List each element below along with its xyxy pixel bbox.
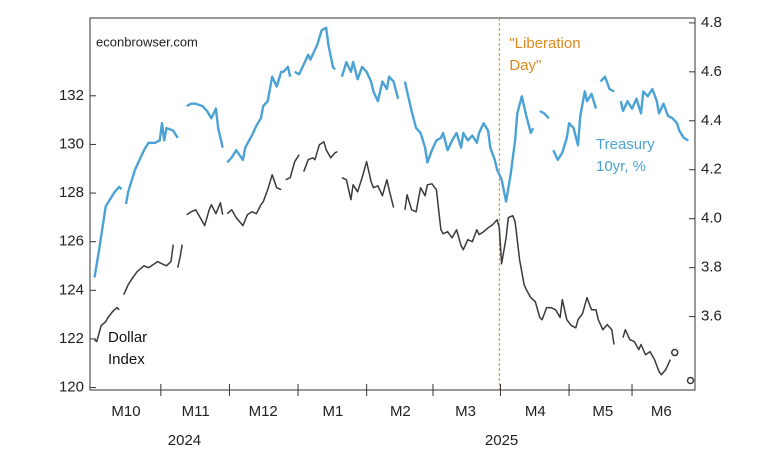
series-line bbox=[340, 60, 400, 103]
series-line bbox=[599, 75, 615, 93]
y2-tick-label: 4.0 bbox=[701, 210, 722, 227]
series-line bbox=[123, 244, 174, 296]
y-tick-label: 126 bbox=[59, 233, 84, 250]
series-line bbox=[404, 183, 615, 345]
point bbox=[686, 376, 695, 385]
series-line bbox=[94, 306, 120, 343]
x-tick-label: M5 bbox=[592, 403, 613, 420]
y2-tick-label: 3.8 bbox=[701, 259, 722, 276]
series-line bbox=[622, 328, 671, 376]
series-line bbox=[302, 141, 338, 172]
series-line bbox=[294, 26, 337, 76]
y-tick-label: 130 bbox=[59, 135, 84, 152]
series-label: Treasury bbox=[596, 136, 655, 153]
y2-tick-label: 4.2 bbox=[701, 161, 722, 178]
series-line bbox=[186, 102, 224, 148]
series-line bbox=[226, 65, 292, 164]
series-line bbox=[124, 122, 179, 205]
year-label: 2025 bbox=[485, 432, 518, 449]
x-tick-label: M2 bbox=[390, 403, 411, 420]
y-tick-label: 122 bbox=[59, 330, 84, 347]
event-label: "Liberation bbox=[509, 35, 580, 52]
point bbox=[671, 348, 679, 357]
x-tick-label: M11 bbox=[182, 403, 210, 420]
x-tick-label: M12 bbox=[249, 403, 278, 420]
series-label: Dollar bbox=[108, 329, 147, 346]
series-line bbox=[226, 174, 282, 227]
y-tick-label: 128 bbox=[59, 184, 84, 201]
year-label: 2024 bbox=[168, 432, 201, 449]
y-tick-label: 132 bbox=[59, 87, 84, 104]
series-line bbox=[176, 244, 183, 268]
y2-tick-label: 4.4 bbox=[701, 112, 722, 129]
event-label: Day" bbox=[509, 57, 541, 74]
series-label: 10yr, % bbox=[596, 158, 646, 175]
series-line bbox=[619, 87, 689, 142]
x-tick-label: M6 bbox=[651, 403, 672, 420]
series-line bbox=[341, 160, 395, 208]
series-line bbox=[539, 109, 550, 120]
x-tick-label: M1 bbox=[322, 403, 343, 420]
x-tick-label: M3 bbox=[455, 403, 476, 420]
series-line bbox=[285, 154, 300, 181]
series-line bbox=[93, 185, 123, 278]
series-line bbox=[403, 81, 535, 203]
y-tick-label: 124 bbox=[59, 281, 84, 298]
x-tick-label: M4 bbox=[525, 403, 546, 420]
y-tick-label: 120 bbox=[59, 379, 84, 396]
plot-frame bbox=[89, 17, 696, 391]
x-tick-label: M10 bbox=[111, 403, 140, 420]
series-label: Index bbox=[108, 351, 145, 368]
series-line bbox=[552, 90, 598, 162]
y2-tick-label: 4.8 bbox=[701, 14, 722, 31]
source-label: econbrowser.com bbox=[96, 34, 198, 49]
series-line bbox=[186, 202, 224, 227]
y2-tick-label: 4.6 bbox=[701, 63, 722, 80]
y2-tick-label: 3.6 bbox=[701, 308, 722, 325]
